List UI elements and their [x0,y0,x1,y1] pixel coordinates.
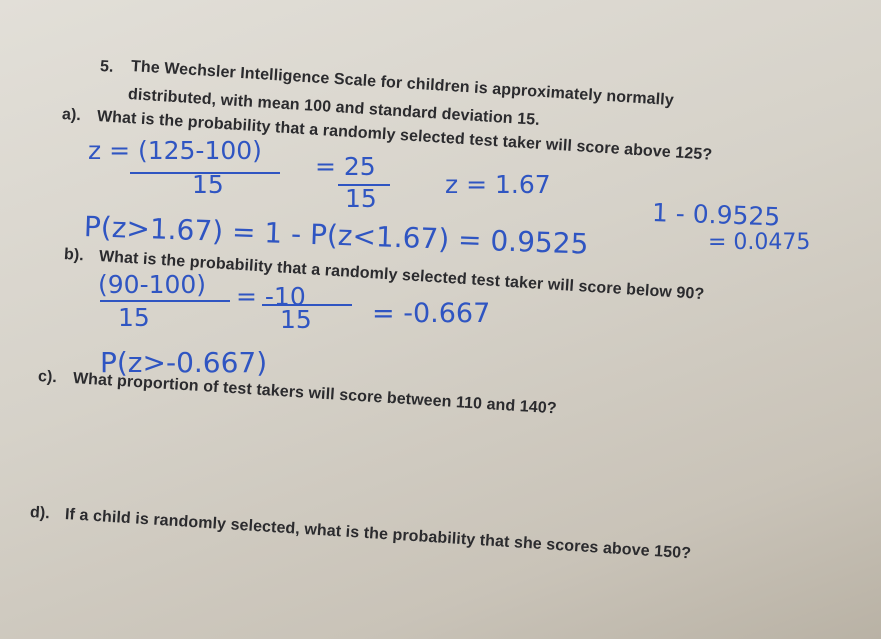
fraction-bar [100,300,230,302]
handwritten-text: 15 [280,305,312,334]
problem-number: 5. [99,58,115,76]
handwritten-text: (90-100) [98,270,207,299]
fraction-bar [262,304,352,306]
handwritten-text: = 25 [315,152,376,181]
part-label: c). [37,368,58,387]
part-label: b). [63,246,85,265]
part-label: d). [29,504,51,523]
handwritten-text: = -0.667 [372,298,491,329]
fraction-bar [130,172,280,174]
handwritten-text: 15 [192,170,224,199]
handwritten-text: = -10 [236,282,306,311]
handwritten-text: z = (125-100) [88,136,262,165]
handwritten-text: 1 - 0.9525 [651,198,781,232]
part-question: If a child is randomly selected, what is… [64,506,692,563]
handwritten-text: P(z>-0.667) [100,346,268,379]
fraction-bar [338,184,390,186]
handwritten-text: 15 [118,303,150,332]
handwritten-text: 15 [345,184,377,213]
handwritten-text: = 0.0475 [708,230,811,255]
handwritten-text: z = 1.67 [445,170,551,199]
part-label: a). [61,106,82,125]
